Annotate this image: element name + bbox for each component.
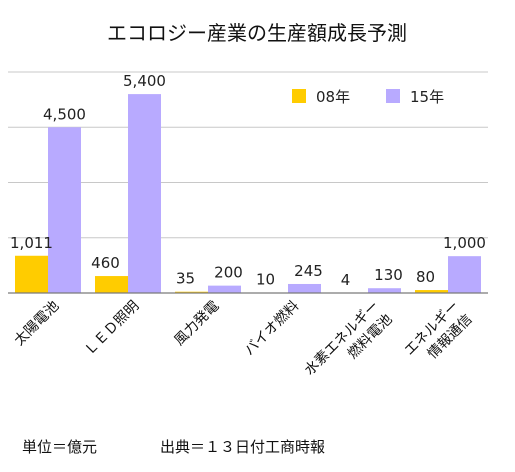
bar (368, 288, 401, 293)
data-label: 4,500 (43, 105, 86, 123)
data-label: 200 (214, 264, 243, 282)
category-label: ＬＥＤ照明 (81, 298, 142, 359)
data-label: 80 (416, 268, 435, 286)
data-labels: 1,011 460 35 10 4 80 4,500 5,400 200 245 130 1,000 (10, 72, 486, 289)
bar (175, 291, 208, 293)
category-label: バイオ燃料 (241, 297, 303, 359)
category-label: エネルギー情報通信 (401, 298, 475, 372)
data-label: 35 (176, 270, 195, 288)
bar (288, 283, 321, 293)
data-label: 5,400 (123, 72, 166, 90)
bar (15, 255, 48, 293)
bar (415, 290, 448, 293)
bar (448, 256, 481, 293)
data-label: 10 (256, 271, 275, 289)
data-label: 1,000 (443, 234, 486, 252)
source-note: 出典＝１３日付工商時報 (160, 438, 325, 456)
data-label: 245 (294, 262, 323, 280)
legend: 08年 15年 (292, 88, 444, 106)
bar (128, 94, 161, 293)
unit-note: 単位＝億元 (22, 438, 97, 456)
bar (95, 276, 128, 293)
category-label: 太陽電池 (11, 298, 62, 349)
data-label: 460 (91, 254, 120, 272)
data-label: 130 (374, 266, 403, 284)
legend-label: 08年 (316, 88, 350, 106)
legend-swatch (386, 89, 400, 103)
legend-swatch (292, 89, 306, 103)
legend-label: 15年 (410, 88, 444, 106)
bar (48, 127, 81, 293)
chart-title: エコロジー産業の生産額成長予測 (107, 21, 407, 45)
category-labels: 太陽電池 ＬＥＤ照明 風力発電 バイオ燃料 水素エネルギー燃料電池 エネルギー情報通信 (11, 297, 475, 392)
bars (15, 94, 481, 293)
data-label: 4 (341, 271, 351, 289)
gridlines (8, 71, 488, 239)
bar (208, 285, 241, 293)
category-label: 水素エネルギー燃料電池 (302, 298, 396, 392)
category-label: 風力発電 (171, 298, 222, 349)
data-label: 1,011 (10, 234, 53, 252)
